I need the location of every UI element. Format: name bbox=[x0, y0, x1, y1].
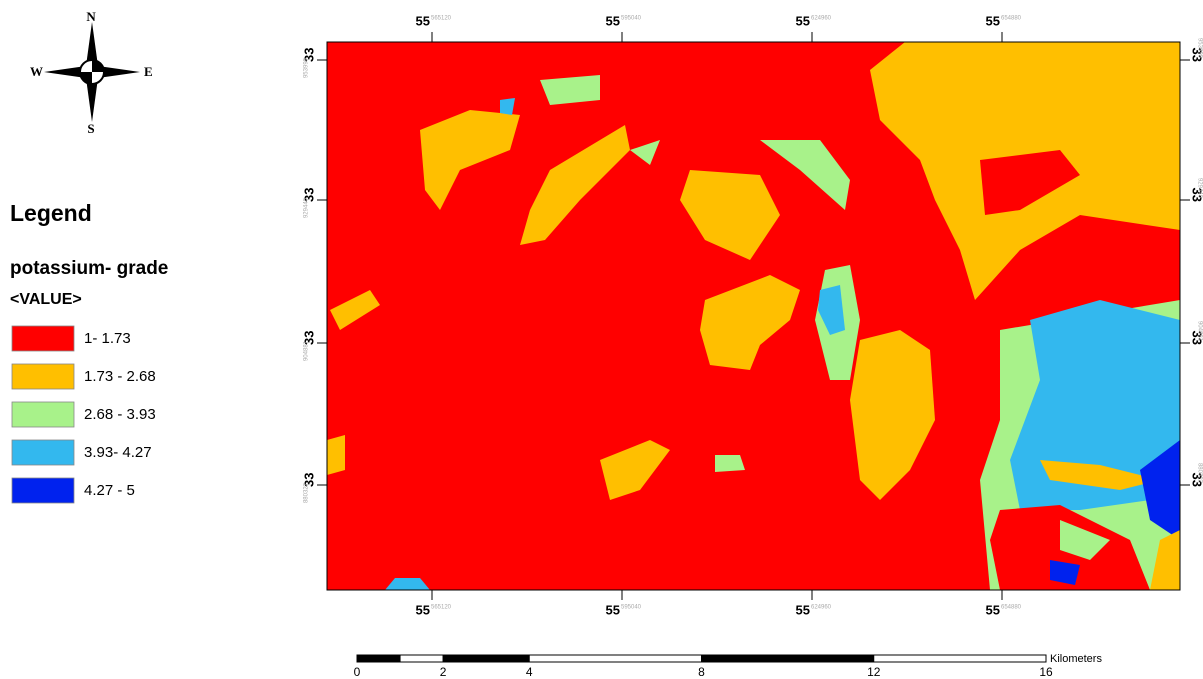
tick-degrees: 55 bbox=[606, 602, 620, 617]
tick-minutes: 654880 bbox=[1001, 16, 1022, 22]
legend-title: Legend bbox=[10, 200, 92, 226]
tick-degrees: 55 bbox=[606, 13, 620, 28]
compass-south: S bbox=[87, 121, 94, 136]
tick-minutes: 565120 bbox=[431, 605, 452, 611]
scale-label: 4 bbox=[526, 665, 533, 679]
legend-label: 1.73 - 2.68 bbox=[84, 368, 156, 385]
map-region bbox=[850, 330, 935, 500]
map-region bbox=[520, 125, 630, 245]
tick-minutes: 880322 bbox=[304, 482, 310, 503]
tick-minutes: 565120 bbox=[431, 16, 452, 22]
legend-swatch bbox=[11, 363, 75, 390]
legend-label: 3.93- 4.27 bbox=[84, 444, 152, 461]
tick-minutes: 880322 bbox=[1196, 463, 1202, 484]
legend-swatch bbox=[11, 325, 75, 352]
map-region bbox=[1010, 300, 1180, 510]
scale-segment bbox=[399, 654, 444, 663]
compass: N S E W bbox=[30, 9, 153, 136]
tick-degrees: 55 bbox=[416, 13, 430, 28]
map-region bbox=[980, 150, 1080, 215]
tick-minutes: 595040 bbox=[621, 16, 642, 22]
legend-label: 2.68 - 3.93 bbox=[84, 406, 156, 423]
map-frame bbox=[326, 41, 1181, 591]
legend-swatch bbox=[11, 477, 75, 504]
legend-field: <VALUE> bbox=[10, 291, 82, 308]
compass-west: W bbox=[30, 64, 43, 79]
map-region bbox=[600, 440, 670, 500]
tick-degrees: 33 bbox=[1190, 188, 1203, 202]
tick-degrees: 55 bbox=[796, 602, 810, 617]
legend-label: 4.27 - 5 bbox=[84, 482, 135, 499]
map-region bbox=[327, 435, 345, 475]
scale-label: 12 bbox=[867, 665, 881, 679]
tick-minutes: 929440 bbox=[304, 197, 310, 218]
tick-degrees: 33 bbox=[301, 473, 316, 487]
tick-minutes: 595040 bbox=[621, 605, 642, 611]
tick-minutes: 904881 bbox=[304, 340, 310, 361]
scale-segment bbox=[528, 654, 702, 663]
scale-label: 8 bbox=[698, 665, 705, 679]
legend-swatch bbox=[11, 401, 75, 428]
tick-degrees: 33 bbox=[301, 188, 316, 202]
map-region bbox=[630, 140, 660, 165]
tick-minutes: 953999 bbox=[304, 57, 310, 78]
tick-minutes: 904881 bbox=[1196, 321, 1202, 342]
map-region bbox=[385, 578, 430, 590]
map-region bbox=[818, 285, 845, 335]
tick-degrees: 33 bbox=[1190, 473, 1203, 487]
tick-minutes: 929440 bbox=[1196, 178, 1202, 199]
map-region bbox=[680, 170, 780, 260]
tick-degrees: 33 bbox=[1190, 48, 1203, 62]
scale-label: 16 bbox=[1039, 665, 1053, 679]
tick-degrees: 55 bbox=[796, 13, 810, 28]
legend-swatch bbox=[11, 439, 75, 466]
scale-segment bbox=[701, 654, 875, 663]
map-region bbox=[700, 275, 800, 370]
map-raster bbox=[327, 42, 1180, 590]
map-region bbox=[1150, 530, 1180, 590]
tick-minutes: 624960 bbox=[811, 605, 832, 611]
map-region bbox=[500, 98, 515, 115]
compass-east: E bbox=[144, 64, 153, 79]
tick-minutes: 953999 bbox=[1196, 38, 1202, 59]
tick-minutes: 654880 bbox=[1001, 605, 1022, 611]
tick-degrees: 33 bbox=[1190, 331, 1203, 345]
map-region bbox=[1040, 460, 1160, 490]
scale-segment bbox=[442, 654, 530, 663]
map-region bbox=[540, 75, 600, 105]
tick-degrees: 55 bbox=[986, 602, 1000, 617]
tick-degrees: 33 bbox=[301, 331, 316, 345]
tick-degrees: 55 bbox=[416, 602, 430, 617]
tick-minutes: 624960 bbox=[811, 16, 832, 22]
map-region bbox=[715, 455, 745, 472]
map-region bbox=[1060, 520, 1110, 560]
scale-label: 2 bbox=[440, 665, 447, 679]
tick-degrees: 55 bbox=[986, 13, 1000, 28]
tick-degrees: 33 bbox=[301, 48, 316, 62]
scale-segment bbox=[873, 654, 1047, 663]
legend-layer: potassium- grade bbox=[10, 258, 168, 279]
scale-label: 0 bbox=[354, 665, 361, 679]
legend-label: 1- 1.73 bbox=[84, 330, 131, 347]
map-region bbox=[1140, 440, 1180, 540]
map-region bbox=[760, 140, 850, 210]
scale-segment bbox=[356, 654, 401, 663]
map-region bbox=[330, 290, 380, 330]
map-region bbox=[1050, 560, 1080, 585]
scale-unit: Kilometers bbox=[1050, 653, 1102, 665]
compass-north: N bbox=[86, 9, 96, 24]
map-region bbox=[420, 110, 520, 210]
